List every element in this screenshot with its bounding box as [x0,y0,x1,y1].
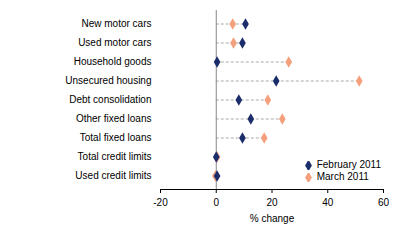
svg-text:40: 40 [322,197,334,208]
svg-text:% change: % change [250,213,295,224]
html-text:March 2011: March 2011 [316,171,369,182]
svg-text:Other fixed loans: Other fixed loans [76,113,152,124]
svg-text:Household goods: Household goods [74,56,152,67]
svg-text:60: 60 [378,197,390,208]
svg-text:Total fixed loans: Total fixed loans [80,132,152,143]
svg-text:New motor cars: New motor cars [81,18,151,29]
svg-text:20: 20 [266,197,278,208]
svg-text:-20: -20 [153,197,168,208]
html-text:February 2011: February 2011 [316,159,381,170]
svg-text:Debt consolidation: Debt consolidation [69,94,151,105]
svg-text:Unsecured housing: Unsecured housing [65,75,151,86]
svg-text:Used motor cars: Used motor cars [78,37,151,48]
svg-text:Total credit limits: Total credit limits [78,151,152,162]
svg-text:Used credit limits: Used credit limits [75,170,151,181]
svg-text:0: 0 [213,197,219,208]
